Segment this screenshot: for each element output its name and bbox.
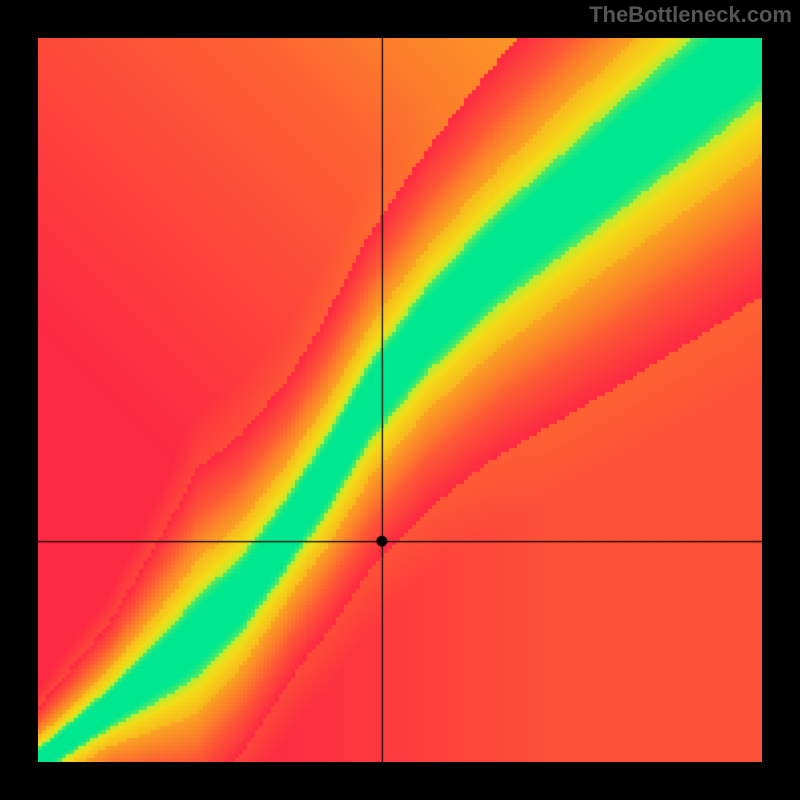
heatmap-plot [38, 38, 762, 762]
watermark-text: TheBottleneck.com [589, 2, 792, 28]
chart-container: TheBottleneck.com [0, 0, 800, 800]
heatmap-canvas [38, 38, 762, 762]
